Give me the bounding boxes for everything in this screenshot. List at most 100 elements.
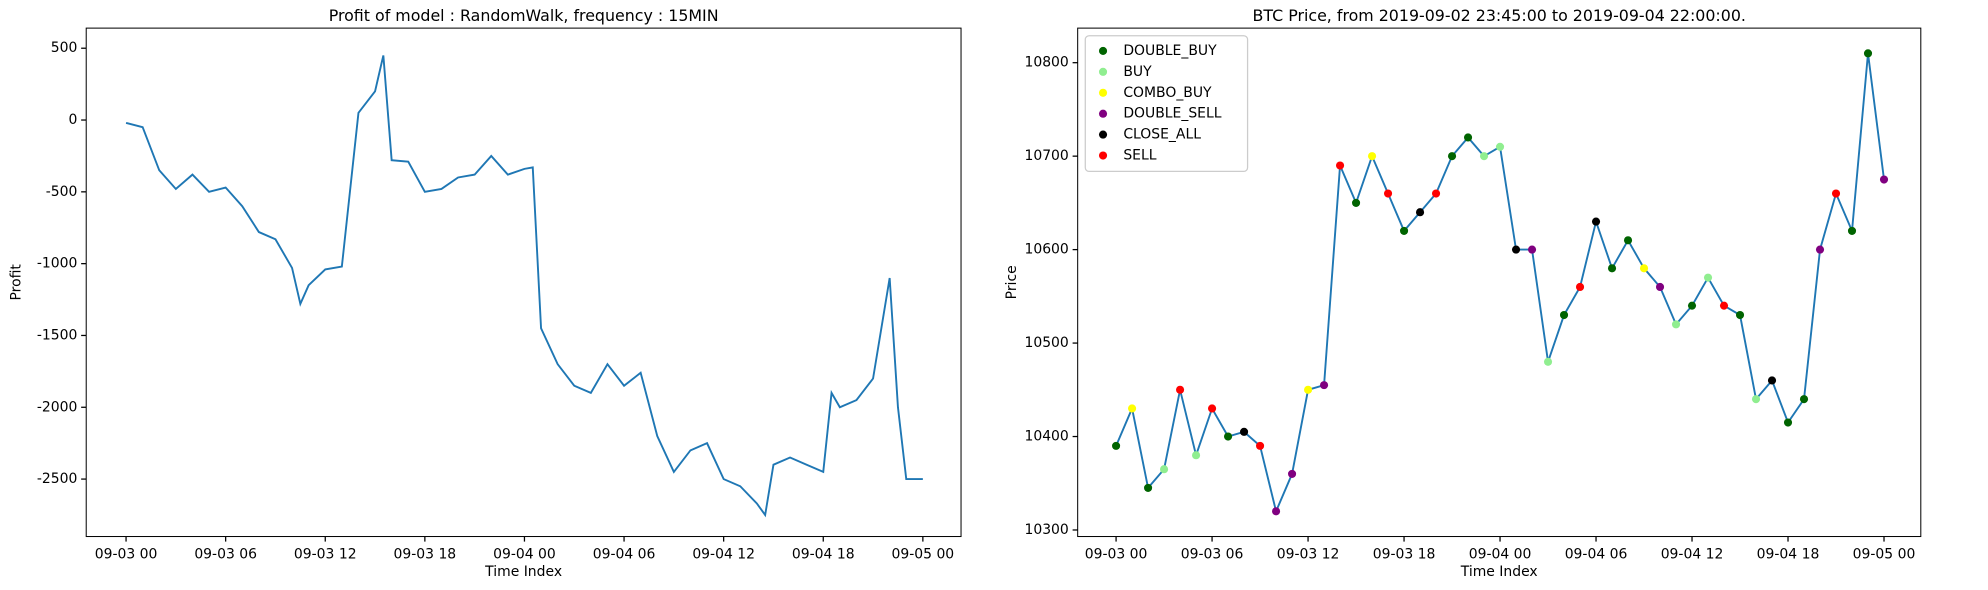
y-axis-label: Price xyxy=(1004,265,1020,299)
signal-point xyxy=(1783,418,1793,427)
plot-frame xyxy=(1077,27,1922,538)
x-tick-label: 09-04 00 xyxy=(1469,546,1532,562)
x-tick-label: 09-04 12 xyxy=(692,546,755,562)
signal-point xyxy=(1719,301,1729,310)
x-axis-label: Time Index xyxy=(484,564,562,580)
signal-point xyxy=(1351,198,1361,207)
signal-point xyxy=(1128,404,1137,413)
signal-point xyxy=(1495,142,1505,151)
legend-marker xyxy=(1098,130,1108,139)
legend-marker xyxy=(1098,109,1108,118)
signal-point xyxy=(1463,133,1473,142)
signal-point xyxy=(1831,189,1841,198)
y-tick-label: -1000 xyxy=(37,256,78,272)
y-tick-label: -2500 xyxy=(37,471,78,487)
signal-point xyxy=(1511,245,1521,254)
signal-point xyxy=(1335,161,1345,170)
signal-point xyxy=(1543,357,1553,366)
signal-point xyxy=(1304,385,1313,394)
signal-point xyxy=(1415,208,1425,217)
legend-label: DOUBLE_BUY xyxy=(1123,43,1217,59)
signal-point xyxy=(1527,245,1537,254)
x-tick-label: 09-03 06 xyxy=(194,546,257,562)
signal-point xyxy=(1863,49,1873,58)
signal-point xyxy=(1703,273,1713,282)
signal-point xyxy=(1112,441,1121,450)
y-tick-label: 500 xyxy=(51,40,78,56)
signal-point xyxy=(1208,404,1217,413)
x-tick-label: 09-03 18 xyxy=(1373,546,1436,562)
y-tick-label: -2000 xyxy=(37,399,78,415)
signal-point xyxy=(1639,264,1649,273)
signal-point xyxy=(1192,451,1201,460)
signal-point xyxy=(1799,395,1809,404)
y-tick-label: 10600 xyxy=(1024,242,1068,258)
signal-point xyxy=(1399,226,1409,235)
x-tick-label: 09-03 12 xyxy=(294,546,357,562)
y-tick-label: -1500 xyxy=(37,327,78,343)
signal-point xyxy=(1655,282,1665,292)
signal-point xyxy=(1815,245,1825,254)
signal-point xyxy=(1751,395,1761,404)
signal-point xyxy=(1671,320,1681,329)
y-tick-label: 10300 xyxy=(1024,522,1068,538)
legend-marker xyxy=(1098,67,1108,76)
x-tick-label: 09-03 00 xyxy=(1085,546,1148,562)
signal-point xyxy=(1431,189,1441,198)
chart-title: BTC Price, from 2019-09-02 23:45:00 to 2… xyxy=(1253,6,1746,25)
x-tick-label: 09-04 18 xyxy=(792,546,855,562)
signal-point xyxy=(1240,427,1249,436)
y-tick-label: 10500 xyxy=(1024,335,1068,351)
signal-point xyxy=(1623,236,1633,245)
legend-marker xyxy=(1098,151,1108,160)
line xyxy=(125,55,923,518)
legend-label: DOUBLE_SELL xyxy=(1123,106,1221,122)
signal-point xyxy=(1767,376,1777,385)
x-tick-label: 09-03 00 xyxy=(95,546,158,562)
legend-marker xyxy=(1098,46,1108,55)
x-tick-label: 09-03 12 xyxy=(1277,546,1340,562)
signal-point xyxy=(1879,175,1889,184)
signal-point xyxy=(1272,507,1281,516)
signal-point xyxy=(1687,301,1697,310)
legend-label: BUY xyxy=(1123,64,1152,80)
legend-box xyxy=(1084,35,1249,173)
signal-point xyxy=(1735,310,1745,320)
legend-label: COMBO_BUY xyxy=(1123,85,1212,101)
x-tick-label: 09-03 06 xyxy=(1181,546,1244,562)
x-tick-label: 09-04 18 xyxy=(1757,546,1820,562)
signal-point xyxy=(1144,483,1153,492)
signal-point xyxy=(1607,264,1617,273)
signal-point xyxy=(1319,381,1329,390)
x-tick-label: 09-04 06 xyxy=(1565,546,1628,562)
signal-point xyxy=(1575,282,1585,292)
x-tick-label: 09-04 00 xyxy=(493,546,556,562)
y-tick-label: 10700 xyxy=(1024,148,1068,164)
signal-point xyxy=(1383,189,1393,198)
x-tick-label: 09-04 06 xyxy=(593,546,656,562)
y-tick-label: 10800 xyxy=(1024,55,1068,71)
chart-title: Profit of model : RandomWalk, frequency … xyxy=(329,6,719,25)
signal-point xyxy=(1591,217,1601,226)
signal-point xyxy=(1367,152,1377,161)
y-tick-label: 0 xyxy=(68,112,77,128)
legend-label: SELL xyxy=(1123,148,1156,164)
signal-point xyxy=(1160,465,1169,474)
signal-point xyxy=(1847,226,1857,235)
signal-point xyxy=(1479,152,1489,161)
signal-point xyxy=(1288,469,1297,478)
y-tick-label: 10400 xyxy=(1024,429,1068,445)
signal-point xyxy=(1224,432,1233,441)
x-axis-label: Time Index xyxy=(1460,564,1538,580)
y-axis-label: Profit xyxy=(8,264,24,301)
x-tick-label: 09-05 00 xyxy=(1853,546,1916,562)
y-tick-label: -500 xyxy=(46,184,78,200)
signal-point xyxy=(1559,310,1569,320)
signal-point xyxy=(1256,441,1265,450)
legend-label: CLOSE_ALL xyxy=(1123,127,1201,143)
x-tick-label: 09-04 12 xyxy=(1661,546,1724,562)
signal-point xyxy=(1176,385,1185,394)
plot-frame xyxy=(85,27,962,538)
